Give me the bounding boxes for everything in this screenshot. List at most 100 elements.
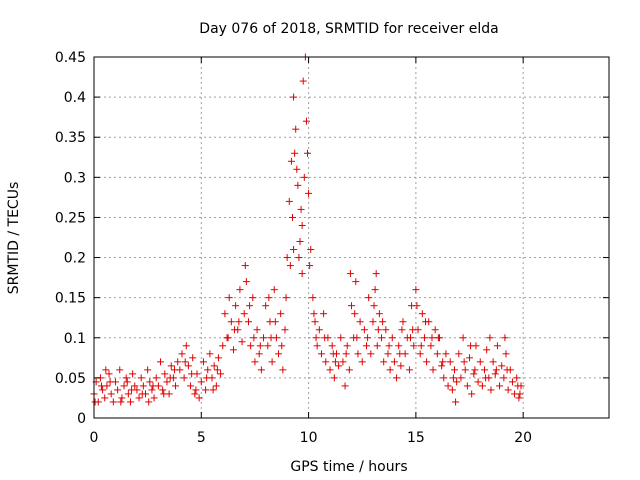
data-point (135, 394, 143, 402)
data-point (291, 149, 299, 157)
data-point (370, 302, 378, 310)
data-point (379, 318, 387, 326)
data-point (440, 374, 448, 382)
axes: 0 0.05 0.1 0.15 0.2 0.25 0.3 0.35 0.4 0.45 0 5 10 15 2… (55, 50, 610, 446)
data-point (356, 318, 364, 326)
data-point (192, 386, 200, 394)
data-point (364, 334, 372, 342)
data-point (310, 310, 318, 318)
data-point (101, 394, 109, 402)
data-point (235, 318, 243, 326)
data-point (157, 358, 165, 366)
data-point (260, 334, 268, 342)
data-point (501, 334, 509, 342)
data-point (358, 358, 366, 366)
data-point (227, 318, 235, 326)
data-point (217, 370, 225, 378)
data-point (197, 378, 205, 386)
y-tick-label: 0.45 (55, 50, 86, 66)
data-point (225, 294, 233, 302)
data-point (476, 358, 484, 366)
data-point (189, 354, 197, 362)
data-point (106, 378, 114, 386)
data-point (367, 350, 375, 358)
data-point (321, 334, 329, 342)
data-point (210, 362, 218, 370)
y-axis-label: SRMTID / TECUs (6, 182, 22, 295)
data-point (250, 334, 258, 342)
x-tick-label: 20 (514, 430, 532, 446)
data-point (129, 370, 137, 378)
data-point (298, 221, 306, 229)
y-tick-label: 0.1 (64, 331, 86, 347)
data-point (326, 366, 334, 374)
data-point (265, 294, 273, 302)
data-point (294, 181, 302, 189)
data-point (184, 362, 192, 370)
data-point (466, 354, 474, 362)
data-point (313, 342, 321, 350)
data-point (337, 334, 345, 342)
y-tick-label: 0 (77, 411, 86, 427)
data-point (459, 334, 467, 342)
data-point (453, 378, 461, 386)
data-point (287, 157, 295, 165)
data-point (380, 358, 388, 366)
data-point (346, 270, 354, 278)
data-point (498, 362, 506, 370)
data-point (515, 394, 523, 402)
data-point (267, 334, 275, 342)
data-point (483, 346, 491, 354)
data-point (343, 342, 351, 350)
data-point (221, 310, 229, 318)
y-tick-label: 0.15 (55, 291, 86, 307)
data-point (416, 350, 424, 358)
data-point (120, 382, 128, 390)
data-point (451, 366, 458, 374)
data-point (496, 382, 504, 390)
data-point (202, 386, 210, 394)
data-point (500, 374, 508, 382)
data-point (482, 374, 490, 382)
data-point (270, 286, 278, 294)
data-point (457, 374, 465, 382)
data-point (180, 374, 188, 382)
data-point (150, 394, 158, 402)
data-point (117, 398, 125, 406)
data-point (382, 326, 390, 334)
data-point (431, 326, 439, 334)
data-point (123, 378, 131, 386)
data-point (375, 310, 383, 318)
data-point (160, 390, 168, 398)
data-point (438, 362, 446, 370)
data-point (91, 398, 99, 406)
data-point (144, 366, 152, 374)
data-point (182, 342, 190, 350)
data-point (236, 286, 244, 294)
data-point (439, 358, 447, 366)
data-point (137, 374, 145, 382)
data-point (152, 374, 160, 382)
data-point (448, 386, 456, 394)
data-point (378, 334, 386, 342)
data-point (116, 366, 124, 374)
data-point (288, 213, 296, 221)
data-point (278, 342, 286, 350)
data-point (281, 326, 289, 334)
data-point (398, 326, 406, 334)
data-point (199, 358, 207, 366)
data-point (386, 366, 394, 374)
data-point (396, 350, 404, 358)
data-point (468, 390, 476, 398)
data-point (373, 342, 381, 350)
data-point (427, 342, 435, 350)
x-tick-label: 15 (407, 430, 425, 446)
data-point (363, 342, 371, 350)
data-point (298, 270, 306, 278)
data-point (297, 205, 305, 213)
data-point (460, 358, 468, 366)
data-point (114, 386, 122, 394)
data-point (413, 302, 421, 310)
data-point (174, 358, 182, 366)
